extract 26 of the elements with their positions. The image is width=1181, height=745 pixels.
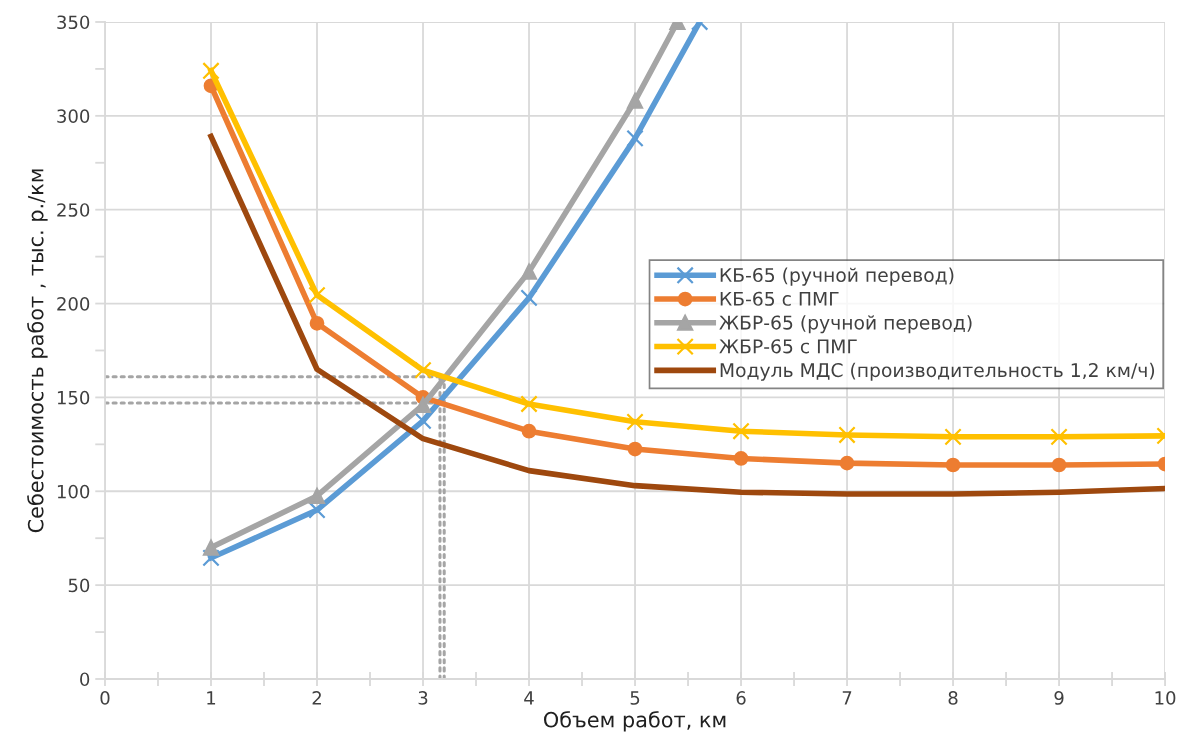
y-axis-title: Себестоимость работ , тыс. р./км [27, 169, 48, 533]
y-tick-label: 350 [57, 15, 90, 30]
legend-label: КБ-65 с ПМГ [720, 291, 839, 306]
y-tick-label: 150 [57, 390, 90, 405]
x-tick-label: 10 [1155, 691, 1176, 705]
legend-label: ЖБР-65 с ПМГ [719, 339, 857, 354]
x-tick-label: 7 [842, 691, 852, 705]
x-tick-label: 0 [100, 691, 110, 705]
legend-label: ЖБР-65 (ручной перевод) [719, 315, 972, 334]
x-tick-label: 8 [948, 691, 958, 705]
x-tick-label: 6 [736, 691, 746, 705]
y-tick-label: 100 [57, 484, 90, 499]
x-axis-title: Объем работ, км [544, 711, 726, 732]
x-tick-label: 1 [207, 691, 216, 705]
x-tick-label: 9 [1054, 691, 1064, 705]
legend-label: Модуль МДС (производительность 1,2 км/ч) [720, 362, 1155, 381]
y-tick-label: 50 [68, 578, 90, 593]
x-tick-label: 2 [312, 691, 321, 705]
x-tick-label: 5 [630, 691, 640, 705]
y-tick-label: 250 [57, 203, 90, 217]
y-tick-label: 200 [57, 297, 90, 311]
x-tick-label: 4 [524, 691, 534, 705]
y-tick-label: 300 [57, 109, 90, 123]
y-tick-label: 0 [80, 672, 90, 687]
legend-label: КБ-65 (ручной перевод) [720, 267, 954, 286]
x-tick-label: 3 [418, 691, 428, 705]
